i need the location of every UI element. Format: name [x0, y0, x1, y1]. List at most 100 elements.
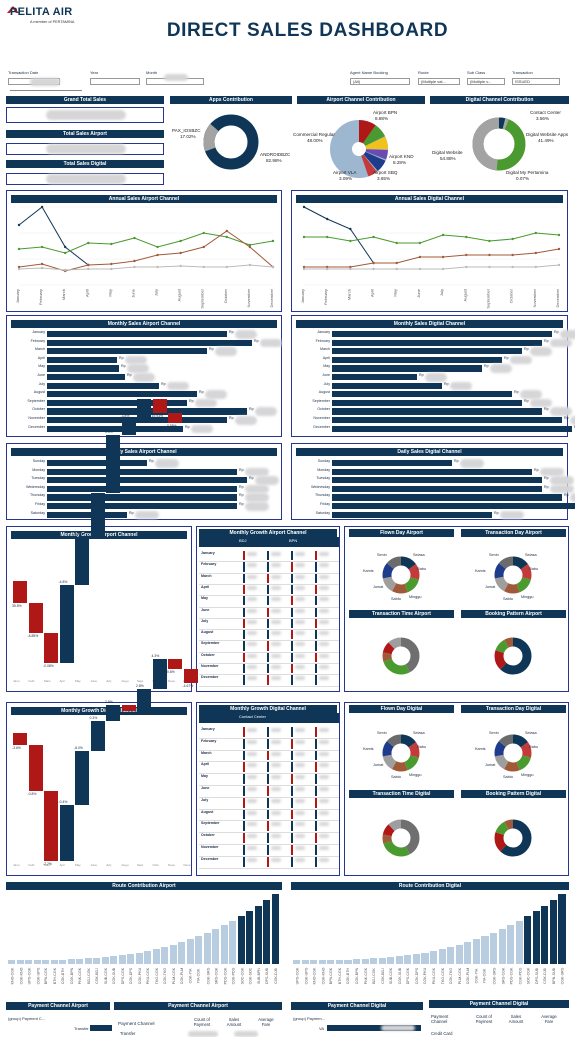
route-bar[interactable]	[489, 933, 498, 964]
bar[interactable]	[47, 503, 237, 510]
waterfall-bar[interactable]	[28, 603, 43, 633]
route-bar[interactable]	[93, 957, 101, 964]
route-bar[interactable]	[515, 921, 523, 964]
waterfall-bar[interactable]	[90, 493, 105, 537]
route-bar[interactable]	[144, 950, 152, 964]
route-bar[interactable]	[271, 894, 279, 964]
route-bar[interactable]	[212, 929, 220, 964]
route-bar[interactable]	[472, 939, 480, 964]
bar[interactable]	[332, 399, 522, 406]
waterfall-bar[interactable]	[13, 733, 27, 745]
payment-airport-group[interactable]: (group) Payment C...	[8, 1016, 46, 1021]
route-bar[interactable]	[352, 959, 361, 964]
waterfall-bar[interactable]	[44, 633, 58, 663]
route-bar[interactable]	[541, 905, 549, 964]
route-bar[interactable]	[195, 936, 203, 964]
bar[interactable]	[47, 468, 237, 475]
bar[interactable]	[47, 331, 227, 338]
route-bar[interactable]	[549, 900, 558, 964]
waterfall-bar[interactable]	[90, 721, 105, 751]
bar[interactable]	[47, 417, 227, 424]
waterfall-bar[interactable]	[137, 399, 151, 419]
route-bar[interactable]	[254, 905, 262, 964]
bar[interactable]	[47, 494, 237, 501]
route-bar[interactable]	[361, 958, 369, 964]
route-bar[interactable]	[246, 911, 254, 964]
waterfall-bar[interactable]	[75, 537, 89, 585]
waterfall-bar[interactable]	[168, 413, 182, 423]
waterfall-bar[interactable]	[121, 705, 136, 711]
route-bar[interactable]	[42, 959, 50, 964]
route-bar[interactable]	[293, 960, 301, 964]
route-bar[interactable]	[169, 944, 177, 964]
bar[interactable]	[47, 425, 183, 432]
bar[interactable]	[47, 391, 197, 398]
route-bar[interactable]	[229, 921, 237, 964]
agent-select[interactable]: (All)	[350, 78, 410, 85]
route-bar[interactable]	[335, 959, 343, 964]
bar[interactable]	[332, 477, 542, 484]
waterfall-bar[interactable]	[106, 705, 120, 721]
bar[interactable]	[332, 417, 562, 424]
route-bar[interactable]	[455, 944, 463, 964]
route-bar[interactable]	[438, 949, 446, 964]
route-bar[interactable]	[481, 936, 489, 964]
bar[interactable]	[332, 356, 502, 363]
bar[interactable]	[332, 331, 552, 338]
bar[interactable]	[47, 339, 252, 346]
route-bar[interactable]	[59, 959, 67, 964]
waterfall-bar[interactable]	[75, 751, 89, 805]
waterfall-bar[interactable]	[59, 805, 74, 861]
waterfall-bar[interactable]	[28, 745, 43, 791]
route-bar[interactable]	[507, 925, 515, 964]
bar[interactable]	[47, 382, 159, 389]
route-bar[interactable]	[498, 929, 506, 964]
waterfall-bar[interactable]	[121, 419, 136, 435]
route-bar[interactable]	[370, 958, 378, 964]
route-bar[interactable]	[8, 960, 16, 964]
route-bar[interactable]	[318, 959, 326, 964]
route-bar[interactable]	[178, 942, 186, 964]
bar[interactable]	[47, 399, 187, 406]
route-bar[interactable]	[327, 959, 335, 964]
bar[interactable]	[332, 511, 492, 518]
route-bar[interactable]	[161, 947, 169, 964]
route-bar[interactable]	[127, 953, 135, 964]
route-bar[interactable]	[110, 956, 118, 964]
route-bar[interactable]	[558, 894, 566, 964]
waterfall-bar[interactable]	[137, 689, 151, 711]
route-bar[interactable]	[464, 942, 472, 964]
route-bar[interactable]	[430, 950, 438, 964]
route-bar[interactable]	[118, 955, 126, 964]
bar[interactable]	[47, 477, 247, 484]
route-bar[interactable]	[220, 925, 228, 964]
route-bar[interactable]	[378, 957, 386, 964]
bar[interactable]	[332, 503, 575, 510]
route-bar[interactable]	[301, 959, 309, 964]
bar[interactable]	[332, 485, 542, 492]
payment-digital-group[interactable]: (group) Paymen...	[293, 1016, 326, 1021]
bar[interactable]	[332, 425, 572, 432]
waterfall-bar[interactable]	[44, 791, 58, 861]
bar[interactable]	[332, 391, 512, 398]
bar[interactable]	[47, 374, 125, 381]
route-bar[interactable]	[76, 958, 84, 964]
route-bar[interactable]	[532, 911, 540, 964]
date-slider[interactable]	[10, 88, 82, 91]
route-bar[interactable]	[310, 959, 318, 964]
route-bar[interactable]	[344, 959, 352, 964]
waterfall-bar[interactable]	[152, 399, 167, 413]
route-bar[interactable]	[412, 953, 421, 964]
route-bar[interactable]	[152, 949, 160, 964]
bar[interactable]	[332, 348, 522, 355]
route-bar[interactable]	[404, 955, 412, 964]
route-bar[interactable]	[447, 947, 455, 964]
route-bar[interactable]	[50, 959, 58, 964]
bar[interactable]	[47, 365, 119, 372]
route-select[interactable]: (Multiple val...	[418, 78, 460, 85]
route-bar[interactable]	[421, 952, 429, 964]
route-bar[interactable]	[203, 933, 211, 964]
waterfall-bar[interactable]	[152, 659, 167, 689]
bar[interactable]	[47, 511, 127, 518]
waterfall-bar[interactable]	[13, 581, 27, 603]
